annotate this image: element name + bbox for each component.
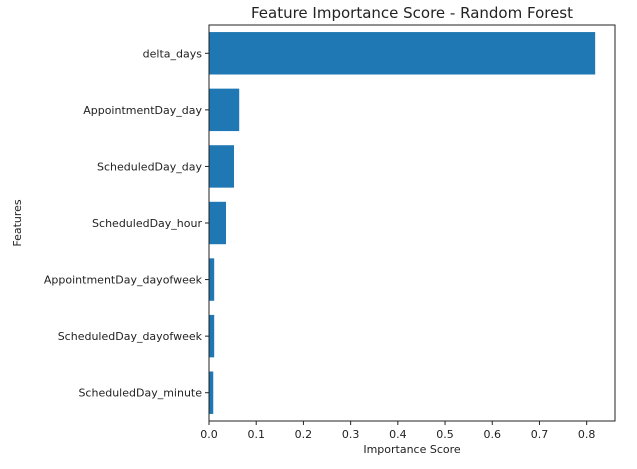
x-tick-label: 0.0: [200, 428, 218, 441]
bar-appointmentday-dayofweek: [209, 258, 215, 301]
y-tick-label: ScheduledDay_day: [97, 160, 202, 173]
x-tick-label: 0.5: [436, 428, 454, 441]
x-axis-label: Importance Score: [363, 443, 461, 456]
x-tick-label: 0.2: [295, 428, 313, 441]
bar-delta-days: [209, 32, 596, 75]
x-tick-label: 0.8: [578, 428, 596, 441]
x-tick-label: 0.3: [342, 428, 360, 441]
bar-scheduledday-minute: [209, 371, 214, 414]
bar-scheduledday-dayofweek: [209, 314, 215, 358]
x-tick-label: 0.6: [484, 428, 502, 441]
y-tick-label: AppointmentDay_day: [83, 104, 202, 117]
y-axis-ticks: delta_days AppointmentDay_day ScheduledDay…: [44, 47, 209, 400]
x-tick-label: 0.7: [531, 428, 549, 441]
x-tick-label: 0.1: [247, 428, 265, 441]
chart-title: Feature Importance Score - Random Forest: [251, 4, 573, 22]
bar-scheduledday-day: [209, 145, 235, 188]
plot-frame: [208, 24, 616, 422]
x-tick-label: 0.4: [389, 428, 407, 441]
y-tick-label: ScheduledDay_dayofweek: [58, 330, 203, 343]
x-axis-ticks: 0.0 0.1 0.2 0.3 0.4 0.5 0.6 0.7 0.8: [200, 421, 595, 441]
y-axis-label: Features: [11, 199, 24, 247]
bars-group: [209, 32, 596, 414]
bar-scheduledday-hour: [209, 201, 226, 245]
y-tick-label: ScheduledDay_hour: [92, 217, 202, 230]
bar-appointmentday-day: [209, 88, 240, 132]
y-tick-label: AppointmentDay_dayofweek: [44, 274, 203, 287]
y-tick-label: delta_days: [143, 47, 203, 60]
y-tick-label: ScheduledDay_minute: [78, 387, 202, 400]
